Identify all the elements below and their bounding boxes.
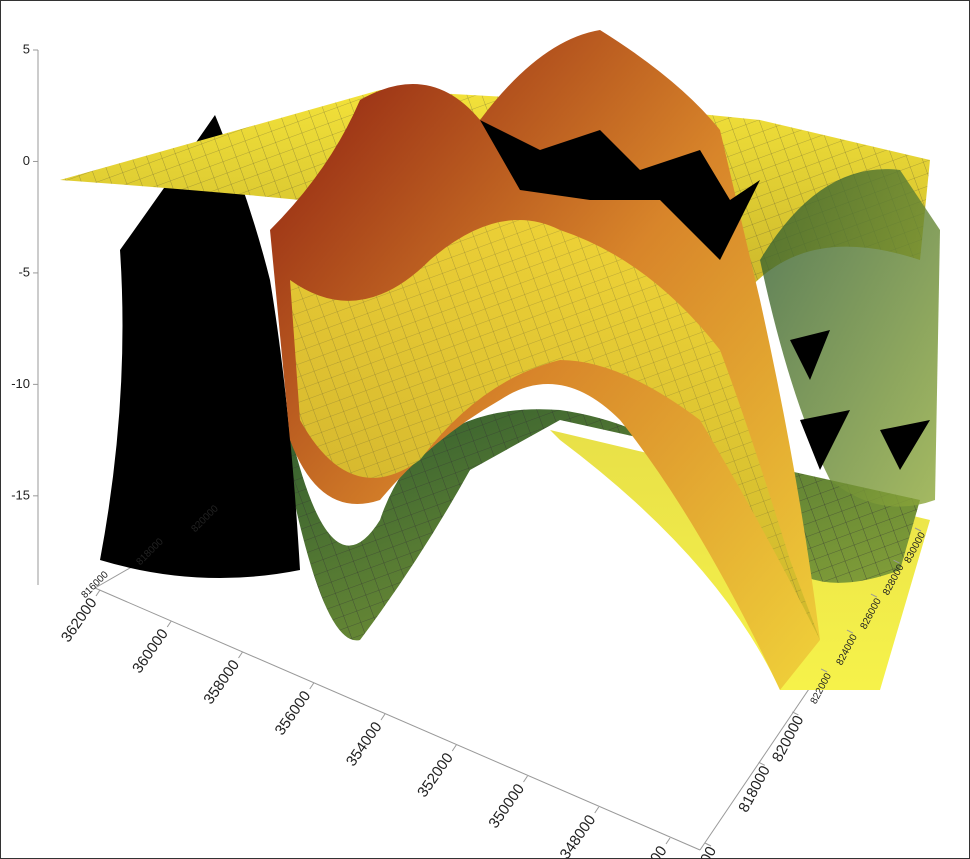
x-tick bbox=[309, 682, 315, 690]
z-tick-label: -10 bbox=[11, 376, 30, 391]
x-tick bbox=[523, 775, 528, 783]
z-tick-label: -5 bbox=[18, 264, 30, 279]
y-tick bbox=[758, 761, 766, 766]
x-tick-label: 352000 bbox=[414, 750, 457, 801]
surfaces bbox=[60, 30, 940, 690]
y-tick bbox=[893, 559, 900, 564]
x-tick bbox=[95, 589, 101, 597]
x-tick-label: 360000 bbox=[129, 626, 172, 677]
z-tick-label: 0 bbox=[23, 153, 30, 168]
y-tick-label: 816000 bbox=[682, 844, 721, 859]
y-tick bbox=[870, 593, 878, 598]
y-tick bbox=[704, 842, 712, 847]
x-tick-label: 348000 bbox=[557, 812, 600, 859]
z-tick-label: -15 bbox=[11, 487, 30, 502]
y-tick-label-back: 816000 bbox=[79, 569, 111, 601]
x-tick bbox=[380, 713, 386, 721]
x-tick-label: 356000 bbox=[272, 688, 315, 739]
x-tick bbox=[594, 806, 600, 814]
x-tick bbox=[665, 837, 671, 845]
y-tick bbox=[914, 527, 922, 532]
z-tick-label: 5 bbox=[23, 41, 30, 56]
x-tick-label: 362000 bbox=[58, 595, 101, 646]
x-tick bbox=[166, 620, 172, 628]
x-tick-label: 354000 bbox=[343, 719, 386, 770]
y-tick bbox=[792, 711, 799, 716]
x-tick bbox=[238, 651, 243, 659]
x-tick bbox=[451, 744, 457, 752]
y-tick-label: 820000 bbox=[769, 713, 808, 765]
y-tick bbox=[846, 629, 854, 634]
y-tick bbox=[820, 668, 828, 673]
x-tick-label: 358000 bbox=[200, 657, 243, 708]
x-tick-label: 350000 bbox=[485, 781, 528, 832]
x-tick-label: 346000 bbox=[628, 843, 671, 859]
